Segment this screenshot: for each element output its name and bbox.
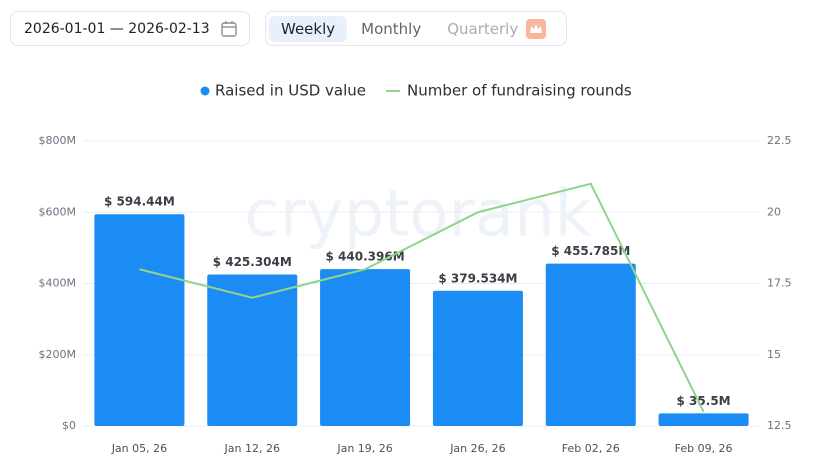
x-tick-label: Feb 09, 26 <box>675 442 733 455</box>
tab-label: Quarterly <box>447 19 519 38</box>
y2-tick-label: 20 <box>767 205 781 218</box>
x-tick-label: Jan 12, 26 <box>224 442 280 455</box>
y-tick-label: $800M <box>39 134 77 147</box>
date-range: 2026-01-01 — 2026-02-13 <box>24 20 210 37</box>
bar <box>94 214 185 426</box>
calendar-icon <box>220 20 237 37</box>
y-tick-label: $600M <box>39 205 77 218</box>
bar <box>432 290 523 426</box>
value-label: $ 35.5M <box>677 394 731 408</box>
y2-tick-label: 17.5 <box>767 277 792 290</box>
legend-marker <box>200 86 210 96</box>
bar <box>207 274 298 426</box>
premium-icon <box>526 18 547 39</box>
bar <box>545 263 636 426</box>
bar <box>658 413 749 426</box>
value-label: $ 594.44M <box>104 195 175 209</box>
x-tick-label: Jan 26, 26 <box>449 442 505 455</box>
x-tick-label: Jan 19, 26 <box>336 442 392 455</box>
tab[interactable]: Weekly <box>269 15 348 42</box>
y-tick-label: $0 <box>62 419 76 432</box>
x-tick-label: Jan 05, 26 <box>111 442 167 455</box>
date-range-picker[interactable]: 2026-01-01 — 2026-02-13 <box>10 11 250 46</box>
value-label: $ 455.785M <box>551 244 630 258</box>
watermark: cryptorank <box>244 178 591 252</box>
y2-tick-label: 12.5 <box>767 419 792 432</box>
value-label: $ 379.534M <box>438 271 517 285</box>
x-tick-label: Feb 02, 26 <box>562 442 620 455</box>
tab[interactable]: Monthly <box>361 19 422 38</box>
y-tick-label: $400M <box>39 277 77 290</box>
period-tabs: Weekly Monthly Quarterly <box>265 11 567 46</box>
bar <box>320 269 411 426</box>
value-label: $ 440.396M <box>326 250 405 264</box>
y2-tick-label: 22.5 <box>767 134 792 147</box>
y2-tick-label: 15 <box>767 348 781 361</box>
legend-label: Number of fundraising rounds <box>407 82 632 100</box>
legend-label: Raised in USD value <box>215 82 366 100</box>
value-label: $ 425.304M <box>213 255 292 269</box>
tab[interactable]: Quarterly <box>435 15 558 43</box>
y-tick-label: $200M <box>39 348 77 361</box>
line <box>139 182 705 413</box>
